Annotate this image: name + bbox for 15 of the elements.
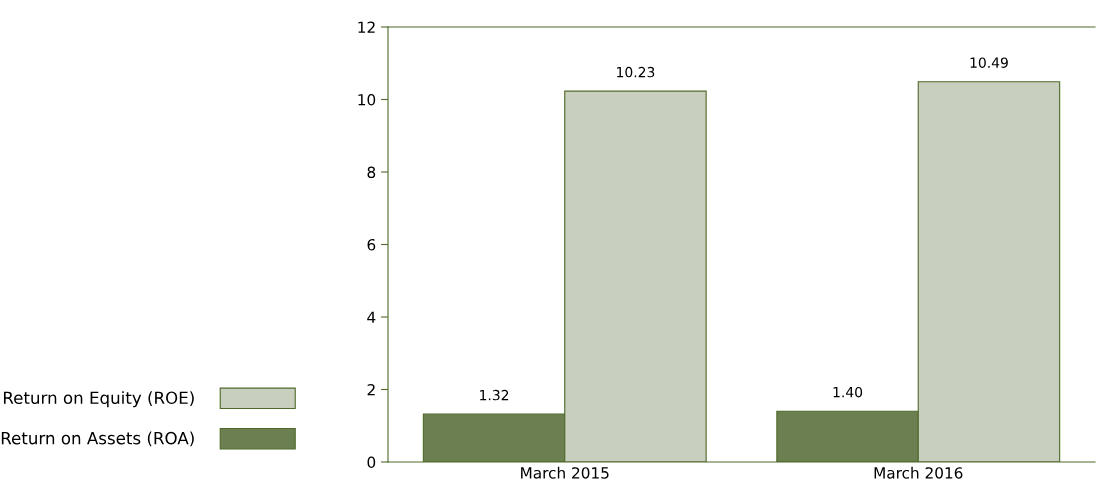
x-tick-label: March 2015 (521, 466, 609, 479)
legend-label: Return on Assets (ROA) (1, 431, 194, 447)
y-tick-label: 10 (358, 93, 376, 106)
y-tick-label: 12 (358, 21, 375, 33)
data-label: 10.49 (970, 57, 1008, 68)
x-tick-label: March 2016 (874, 466, 963, 479)
y-tick-label: 8 (367, 166, 376, 179)
y-tick-label: 0 (367, 456, 376, 469)
data-label: 1.32 (480, 389, 509, 401)
y-tick-label: 4 (367, 311, 376, 323)
legend-label: Return on Equity (ROE) (3, 391, 194, 408)
y-tick-label: 2 (367, 383, 375, 396)
y-tick-label: 6 (367, 238, 376, 251)
data-label: 10.23 (617, 66, 655, 78)
data-label: 1.40 (833, 386, 863, 398)
